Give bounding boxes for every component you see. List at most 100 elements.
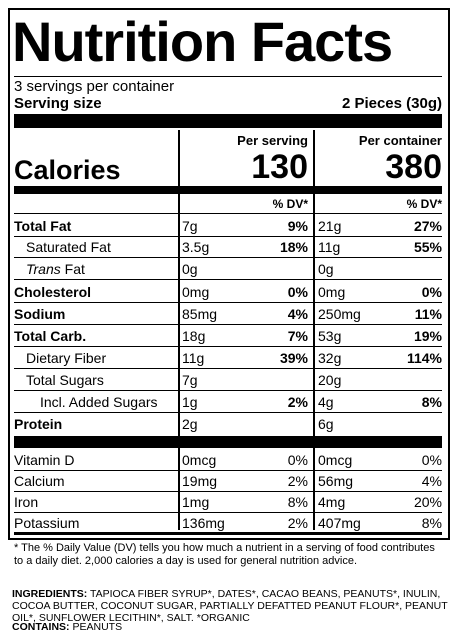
nutrient-row-divider xyxy=(14,368,442,369)
vitamin-row-divider xyxy=(14,470,442,471)
bottom-divider xyxy=(14,532,442,535)
thick-divider-calories xyxy=(14,186,442,194)
vitamin-row: Potassium 136mg 2% 407mg 8% xyxy=(0,512,458,534)
ingredients: INGREDIENTS: TAPIOCA FIBER SYRUP*, DATES… xyxy=(12,588,452,624)
ingredients-label: INGREDIENTS: xyxy=(12,588,88,600)
nutrient-name: Trans Fat xyxy=(26,261,85,277)
per-container-dv: 11% xyxy=(414,306,442,322)
per-serving-dv: 7% xyxy=(287,328,308,344)
thick-divider-top xyxy=(14,114,442,128)
per-serving-amount: 85mg xyxy=(182,306,218,322)
vitamin-name: Iron xyxy=(14,494,39,510)
contains-text: PEANUTS xyxy=(69,621,123,633)
nutrient-row-divider xyxy=(14,257,442,258)
per-container-amount: 0g xyxy=(318,261,334,277)
servings-per-container: 3 servings per container xyxy=(14,78,175,95)
per-serving-dv: 2% xyxy=(287,473,308,489)
dv-header-container: % DV* xyxy=(406,197,442,211)
per-container-dv: 8% xyxy=(421,394,442,410)
nutrient-row: Trans Fat 0g 0g xyxy=(0,258,458,280)
nutrient-name: Total Carb. xyxy=(14,328,87,344)
vitamin-name: Potassium xyxy=(14,515,80,531)
vitamin-name: Calcium xyxy=(14,473,65,489)
nutrient-name-italic: Trans xyxy=(26,261,61,277)
per-container-amount: 11g xyxy=(318,239,341,255)
per-serving-amount: 1g xyxy=(182,394,198,410)
nutrient-row: Total Carb. 18g 7% 53g 19% xyxy=(0,325,458,347)
nutrient-row-divider xyxy=(14,279,442,280)
per-container-dv: 114% xyxy=(406,350,442,366)
per-container-dv: 19% xyxy=(413,328,442,344)
per-serving-dv: 0% xyxy=(287,284,308,300)
nutrient-row: Protein 2g 6g xyxy=(0,413,458,435)
label-title: Nutrition Facts xyxy=(12,10,393,73)
nutrient-row: Sodium 85mg 4% 250mg 11% xyxy=(0,303,458,325)
title-divider xyxy=(14,76,442,77)
per-container-dv: 20% xyxy=(413,494,442,510)
nutrient-name: Dietary Fiber xyxy=(26,350,107,366)
dv-header-serving: % DV* xyxy=(272,197,308,211)
nutrient-row: Dietary Fiber 11g 39% 32g 114% xyxy=(0,347,458,369)
per-serving-amount: 0mg xyxy=(182,284,210,300)
per-container-amount: 250mg xyxy=(318,306,361,322)
per-serving-amount: 1mg xyxy=(182,494,210,510)
nutrient-row-divider xyxy=(14,346,442,347)
vitamin-row-divider xyxy=(14,491,442,492)
per-serving-amount: 19mg xyxy=(182,473,218,489)
per-container-amount: 0mcg xyxy=(318,452,353,468)
column-separator-mid xyxy=(313,130,315,530)
per-serving-dv: 39% xyxy=(279,350,308,366)
ingredients-text: TAPIOCA FIBER SYRUP*, DATES*, CACAO BEAN… xyxy=(12,588,448,624)
per-serving-amount: 18g xyxy=(182,328,206,344)
calories-label: Calories xyxy=(14,155,121,185)
vitamin-name: Vitamin D xyxy=(14,452,75,468)
serving-size-label: Serving size xyxy=(14,95,102,112)
per-serving-dv: 8% xyxy=(287,494,308,510)
per-container-amount: 4mg xyxy=(318,494,346,510)
per-serving-dv: 2% xyxy=(287,394,308,410)
dv-header-divider xyxy=(14,213,442,214)
nutrient-row: Incl. Added Sugars 1g 2% 4g 8% xyxy=(0,391,458,413)
column-separator-left xyxy=(178,130,180,530)
allergen-statement: CONTAINS: PEANUTS xyxy=(12,621,122,633)
vitamin-row: Iron 1mg 8% 4mg 20% xyxy=(0,491,458,513)
per-serving-header: Per serving xyxy=(237,133,308,148)
nutrient-row-divider xyxy=(14,236,442,237)
per-serving-amount: 3.5g xyxy=(182,239,210,255)
per-serving-dv: 2% xyxy=(287,515,308,531)
per-serving-amount: 7g xyxy=(182,372,198,388)
vitamin-row: Calcium 19mg 2% 56mg 4% xyxy=(0,470,458,492)
nutrient-row-divider xyxy=(14,412,442,413)
nutrient-name-rest: Fat xyxy=(60,261,85,277)
nutrient-row: Saturated Fat 3.5g 18% 11g 55% xyxy=(0,236,458,258)
per-container-amount: 56mg xyxy=(318,473,354,489)
nutrient-row-divider xyxy=(14,324,442,325)
per-serving-amount: 0g xyxy=(182,261,198,277)
nutrient-row: Total Sugars 7g 20g xyxy=(0,369,458,391)
per-serving-amount: 0mcg xyxy=(182,452,217,468)
nutrient-name: Total Sugars xyxy=(26,372,104,388)
per-container-amount: 21g xyxy=(318,218,342,234)
per-container-amount: 53g xyxy=(318,328,342,344)
calories-per-container: 380 xyxy=(385,148,442,186)
per-container-dv: 4% xyxy=(421,473,442,489)
contains-label: CONTAINS: xyxy=(12,621,70,633)
per-serving-amount: 2g xyxy=(182,416,198,432)
calories-per-serving: 130 xyxy=(251,148,308,186)
per-serving-amount: 7g xyxy=(182,218,198,234)
per-container-dv: 0% xyxy=(421,284,442,300)
nutrient-row-divider xyxy=(14,390,442,391)
nutrition-label xyxy=(8,8,450,540)
per-container-dv: 55% xyxy=(413,239,442,255)
per-container-amount: 4g xyxy=(318,394,334,410)
per-serving-amount: 136mg xyxy=(182,515,225,531)
nutrient-row: Cholesterol 0mg 0% 0mg 0% xyxy=(0,281,458,303)
per-serving-amount: 11g xyxy=(182,350,205,366)
thick-divider-vitamins xyxy=(14,436,442,448)
per-container-amount: 6g xyxy=(318,416,334,432)
per-container-amount: 20g xyxy=(318,372,342,388)
daily-value-footnote: * The % Daily Value (DV) tells you how m… xyxy=(14,542,435,567)
nutrient-row-divider xyxy=(14,302,442,303)
per-serving-dv: 0% xyxy=(287,452,308,468)
per-container-amount: 0mg xyxy=(318,284,346,300)
